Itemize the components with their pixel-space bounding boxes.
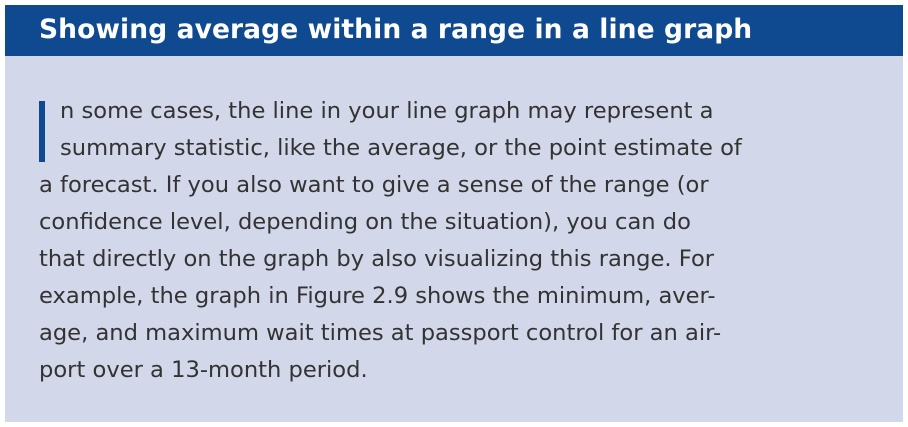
- sidebar-box: Showing average within a range in a line…: [5, 5, 903, 422]
- body-line: example, the graph in Figure 2.9 shows t…: [39, 283, 716, 309]
- body-line: a forecast. If you also want to give a s…: [39, 172, 709, 198]
- sidebar-body: n some cases, the line in your line grap…: [39, 93, 879, 389]
- body-line: summary statistic, like the average, or …: [60, 135, 742, 161]
- body-line: confidence level, depending on the situa…: [39, 209, 691, 235]
- sidebar-header: Showing average within a range in a line…: [5, 5, 903, 56]
- body-line: n some cases, the line in your line grap…: [60, 98, 714, 124]
- body-line: that directly on the graph by also visua…: [39, 246, 715, 272]
- sidebar-title: Showing average within a range in a line…: [39, 14, 753, 45]
- body-line: port over a 13-month period.: [39, 357, 368, 383]
- body-line: age, and maximum wait times at passport …: [39, 320, 722, 346]
- drop-cap-bar: [39, 101, 45, 162]
